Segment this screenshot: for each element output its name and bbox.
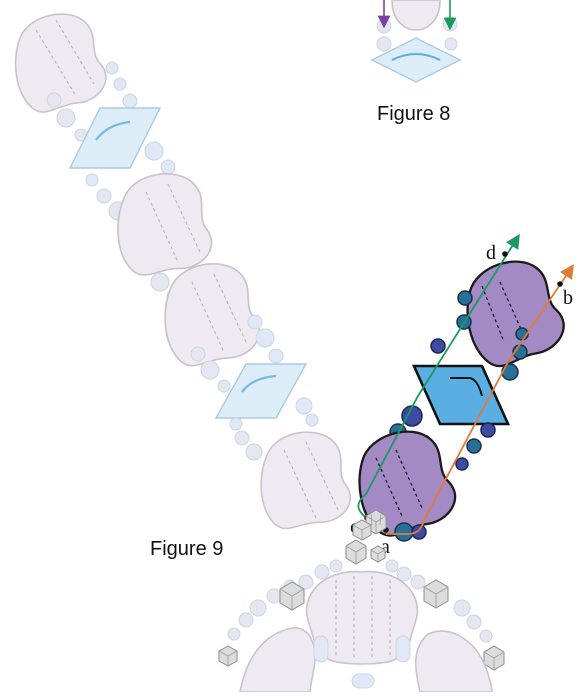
dashed-line: [167, 183, 201, 253]
gem-icon: [370, 545, 386, 563]
gem-icon: [345, 539, 367, 565]
fig8-lobe: [391, 0, 441, 31]
bead: [200, 360, 220, 380]
bead: [268, 348, 284, 364]
dashed-line: [191, 281, 225, 353]
rhombus-curve: [241, 374, 277, 393]
bead: [501, 363, 519, 381]
bead: [480, 422, 496, 438]
faint-rhombus: [214, 363, 308, 419]
bead: [430, 338, 446, 354]
rhombus-curve: [95, 120, 131, 141]
bead: [105, 61, 119, 75]
bead: [122, 93, 138, 109]
bead: [229, 417, 243, 431]
dashed-line: [145, 191, 179, 263]
gem-icon: [483, 645, 505, 671]
faint-lobe: [251, 425, 355, 533]
orange-path: [386, 264, 575, 535]
bead: [466, 614, 482, 630]
bead: [227, 627, 241, 641]
point-d-label: d: [486, 242, 496, 264]
bead: [453, 599, 471, 617]
dashed-line: [375, 457, 403, 517]
fig8-rhombus-curve: [391, 53, 441, 61]
bead: [455, 457, 469, 471]
bead: [411, 524, 427, 540]
bead: [247, 314, 263, 330]
point-b-marker: [557, 281, 563, 287]
bead: [249, 599, 267, 617]
bead: [410, 574, 426, 590]
bead: [56, 108, 76, 128]
bead: [394, 522, 414, 542]
bead: [479, 629, 493, 643]
bead: [85, 173, 99, 187]
fig8-bead: [376, 36, 392, 52]
bead: [160, 159, 176, 175]
faint-left-chain: [2, 4, 355, 533]
bead: [113, 77, 127, 91]
point-d-marker: [502, 251, 508, 257]
bead: [150, 272, 170, 292]
faint-rhombus: [68, 107, 162, 169]
bead: [266, 588, 282, 604]
bead: [295, 397, 313, 415]
point-a-label: a: [381, 536, 390, 558]
bead: [190, 346, 206, 362]
faint-lobe: [153, 255, 265, 371]
bead: [144, 141, 164, 161]
highlight-rhombus: [411, 364, 511, 426]
dashed-line: [283, 449, 317, 519]
figure8-caption: Figure 8: [377, 103, 451, 125]
dashed-line: [395, 449, 423, 509]
highlight-lobe-top: [450, 249, 572, 374]
bead: [385, 559, 399, 573]
bead: [234, 430, 250, 446]
bead: [217, 379, 231, 393]
dashed-line: [305, 441, 339, 511]
dashed-line: [499, 281, 525, 337]
bottom-junction: [218, 509, 505, 693]
figure8-fragment: [370, 0, 462, 83]
fig8-bead: [444, 37, 458, 51]
bead: [466, 438, 482, 454]
gem-icon: [279, 581, 305, 611]
dashed-line: [55, 19, 95, 85]
bead: [46, 92, 62, 108]
gem-icon: [352, 519, 372, 541]
faint-lobe: [107, 166, 217, 280]
bead: [396, 566, 412, 582]
bead: [255, 328, 275, 348]
gem-icon: [423, 579, 449, 609]
gem-icon: [218, 645, 238, 667]
capsule: [395, 635, 411, 663]
point-b-label: b: [563, 287, 573, 309]
bead: [305, 413, 319, 427]
bead: [245, 443, 263, 461]
rhombus-curve: [450, 377, 483, 397]
bead: [238, 612, 254, 628]
left-bottom-lobe: [239, 627, 316, 693]
capsule: [313, 635, 329, 663]
figure9-caption: Figure 9: [150, 538, 224, 560]
bead: [314, 564, 330, 580]
bead: [457, 290, 473, 306]
highlighted-chain: d b c a: [343, 233, 575, 558]
bead: [329, 559, 343, 573]
dashed-line: [35, 29, 77, 97]
bead: [298, 574, 314, 590]
dashed-line: [481, 285, 505, 343]
right-bottom-lobe: [414, 630, 493, 693]
fig8-rhombus: [370, 37, 462, 83]
capsule: [351, 673, 375, 689]
dashed-line: [213, 273, 247, 343]
bead: [96, 188, 112, 204]
